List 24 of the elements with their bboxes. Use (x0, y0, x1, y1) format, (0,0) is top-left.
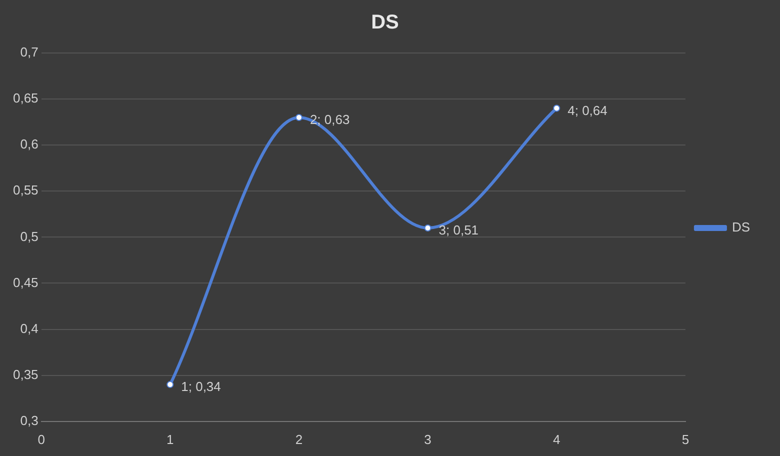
point (295, 114, 302, 121)
x-tick-label: 5 (682, 432, 690, 447)
point (553, 104, 560, 112)
x-tick-label: 0 (38, 432, 45, 447)
x-tick-label: 4 (552, 432, 560, 447)
y-tick-label: 0,6 (20, 136, 38, 152)
y-tick-label: 0,35 (12, 366, 38, 382)
data-label: 3; 0,51 (438, 222, 479, 238)
point (424, 224, 432, 232)
y-tick-label: 0,3 (20, 412, 38, 428)
y-tick-label: 0,7 (20, 44, 38, 60)
data-label: 4; 0,64 (568, 102, 608, 118)
y-tick-label: 0,4 (20, 320, 38, 336)
chart-title: DS (371, 12, 399, 34)
point (166, 381, 174, 388)
y-tick-label: 0,65 (12, 90, 38, 106)
x-tick-label: 2 (295, 432, 303, 447)
legend-label: DS (732, 220, 750, 235)
data-label: 1; 0,34 (181, 379, 221, 394)
y-tick-label: 0,55 (12, 182, 38, 198)
y-tick-label: 0,45 (12, 274, 38, 290)
x-tick-label: 3 (424, 432, 432, 447)
y-tick-label: 0,5 (20, 228, 38, 244)
x-tick-label: 1 (166, 432, 174, 447)
